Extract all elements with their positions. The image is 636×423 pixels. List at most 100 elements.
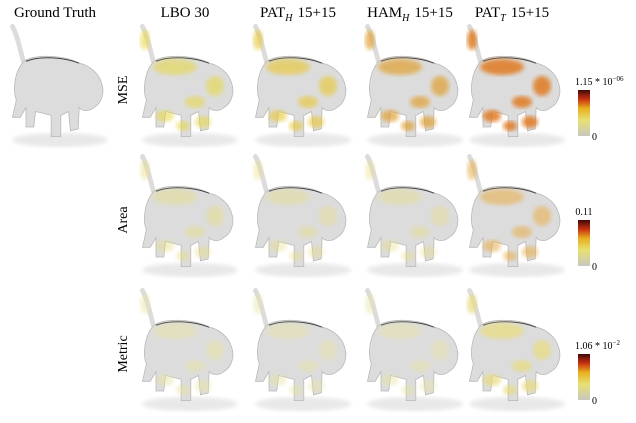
row-label: Area	[116, 206, 131, 234]
heat-spot	[420, 116, 436, 128]
heat-spot	[266, 59, 310, 75]
heat-spot	[467, 294, 477, 314]
heat-spot	[289, 121, 303, 131]
scale-max-label: 0.11	[575, 207, 592, 218]
heat-spot	[503, 385, 517, 395]
heat-spot	[480, 59, 524, 75]
heat-spot	[140, 294, 150, 314]
heat-spot	[483, 374, 501, 386]
heat-spot	[503, 121, 517, 131]
scale-max-label: 1.06 * 10−2	[575, 339, 620, 352]
heat-spot	[185, 360, 205, 372]
shadow	[367, 133, 463, 147]
heat-spot	[185, 226, 205, 238]
shadow	[367, 397, 463, 411]
heat-spot	[378, 323, 422, 339]
mesh-render	[140, 156, 238, 277]
heat-spot	[365, 30, 375, 50]
heat-spot	[420, 380, 436, 392]
heat-spot	[195, 246, 211, 258]
mesh-render	[365, 290, 463, 411]
mesh-render	[140, 290, 238, 411]
heat-spot	[401, 385, 415, 395]
mesh-render	[467, 26, 565, 147]
heat-spot	[266, 189, 310, 205]
heat-spot	[467, 160, 477, 180]
heat-spot	[266, 323, 310, 339]
heat-spot	[140, 160, 150, 180]
heat-spot	[253, 160, 263, 180]
heat-spot	[269, 110, 287, 122]
heat-spot	[410, 360, 430, 372]
header-suffix: 15+15	[298, 5, 336, 21]
heat-spot	[533, 76, 551, 96]
column-header: PATH 15+15	[260, 5, 336, 24]
heat-spot	[140, 30, 150, 50]
heat-spot	[365, 294, 375, 314]
heat-spot	[381, 374, 399, 386]
heat-spot	[269, 240, 287, 252]
mesh-render	[12, 26, 108, 147]
heat-spot	[431, 340, 449, 360]
mesh-render	[253, 26, 351, 147]
heat-spot	[195, 116, 211, 128]
row-label: MSE	[116, 76, 131, 105]
scale-exponent: −06	[613, 75, 624, 83]
heat-spot	[503, 251, 517, 261]
colorbar	[578, 220, 590, 266]
heat-spot	[153, 59, 197, 75]
scale-min-label: 0	[592, 132, 597, 143]
heat-spot	[156, 374, 174, 386]
mesh-render	[140, 26, 238, 147]
heat-spot	[319, 206, 337, 226]
header-suffix: 15+15	[414, 5, 452, 21]
heat-spot	[153, 189, 197, 205]
heat-spot	[410, 226, 430, 238]
header-base: PAT	[260, 5, 285, 21]
heat-spot	[153, 323, 197, 339]
heat-spot	[206, 76, 224, 96]
heat-spot	[533, 340, 551, 360]
shadow	[255, 133, 351, 147]
mesh-render	[365, 26, 463, 147]
column-header: PATT 15+15	[475, 5, 549, 24]
heat-spot	[381, 110, 399, 122]
scale-min-label: 0	[592, 396, 597, 407]
shadow	[255, 263, 351, 277]
heat-spot	[195, 380, 211, 392]
heat-spot	[401, 121, 415, 131]
heat-spot	[381, 240, 399, 252]
heat-spot	[512, 96, 532, 108]
mesh-render	[253, 290, 351, 411]
heat-spot	[522, 116, 538, 128]
row-label: Metric	[116, 335, 131, 372]
column-header: HAMH 15+15	[367, 5, 453, 24]
heat-spot	[206, 206, 224, 226]
shadow	[12, 133, 108, 147]
scale-mantissa: 1.06 * 10	[575, 341, 613, 352]
shadow	[255, 397, 351, 411]
heat-spot	[378, 189, 422, 205]
heat-spot	[176, 385, 190, 395]
heat-spot	[378, 59, 422, 75]
heat-spot	[410, 96, 430, 108]
heat-spot	[156, 110, 174, 122]
heat-spot	[269, 374, 287, 386]
heat-spot	[480, 323, 524, 339]
heat-spot	[522, 246, 538, 258]
column-header: LBO 30	[161, 5, 210, 21]
heat-spot	[206, 340, 224, 360]
header-suffix: 15+15	[511, 5, 549, 21]
heat-spot	[289, 251, 303, 261]
column-header: Ground Truth	[14, 5, 97, 21]
heat-spot	[308, 116, 324, 128]
scale-min-label: 0	[592, 262, 597, 273]
header-base: PAT	[475, 5, 500, 21]
heat-spot	[298, 96, 318, 108]
heat-spot	[365, 160, 375, 180]
heat-spot	[480, 189, 524, 205]
heat-spot	[401, 251, 415, 261]
heat-spot	[483, 110, 501, 122]
shadow	[367, 263, 463, 277]
